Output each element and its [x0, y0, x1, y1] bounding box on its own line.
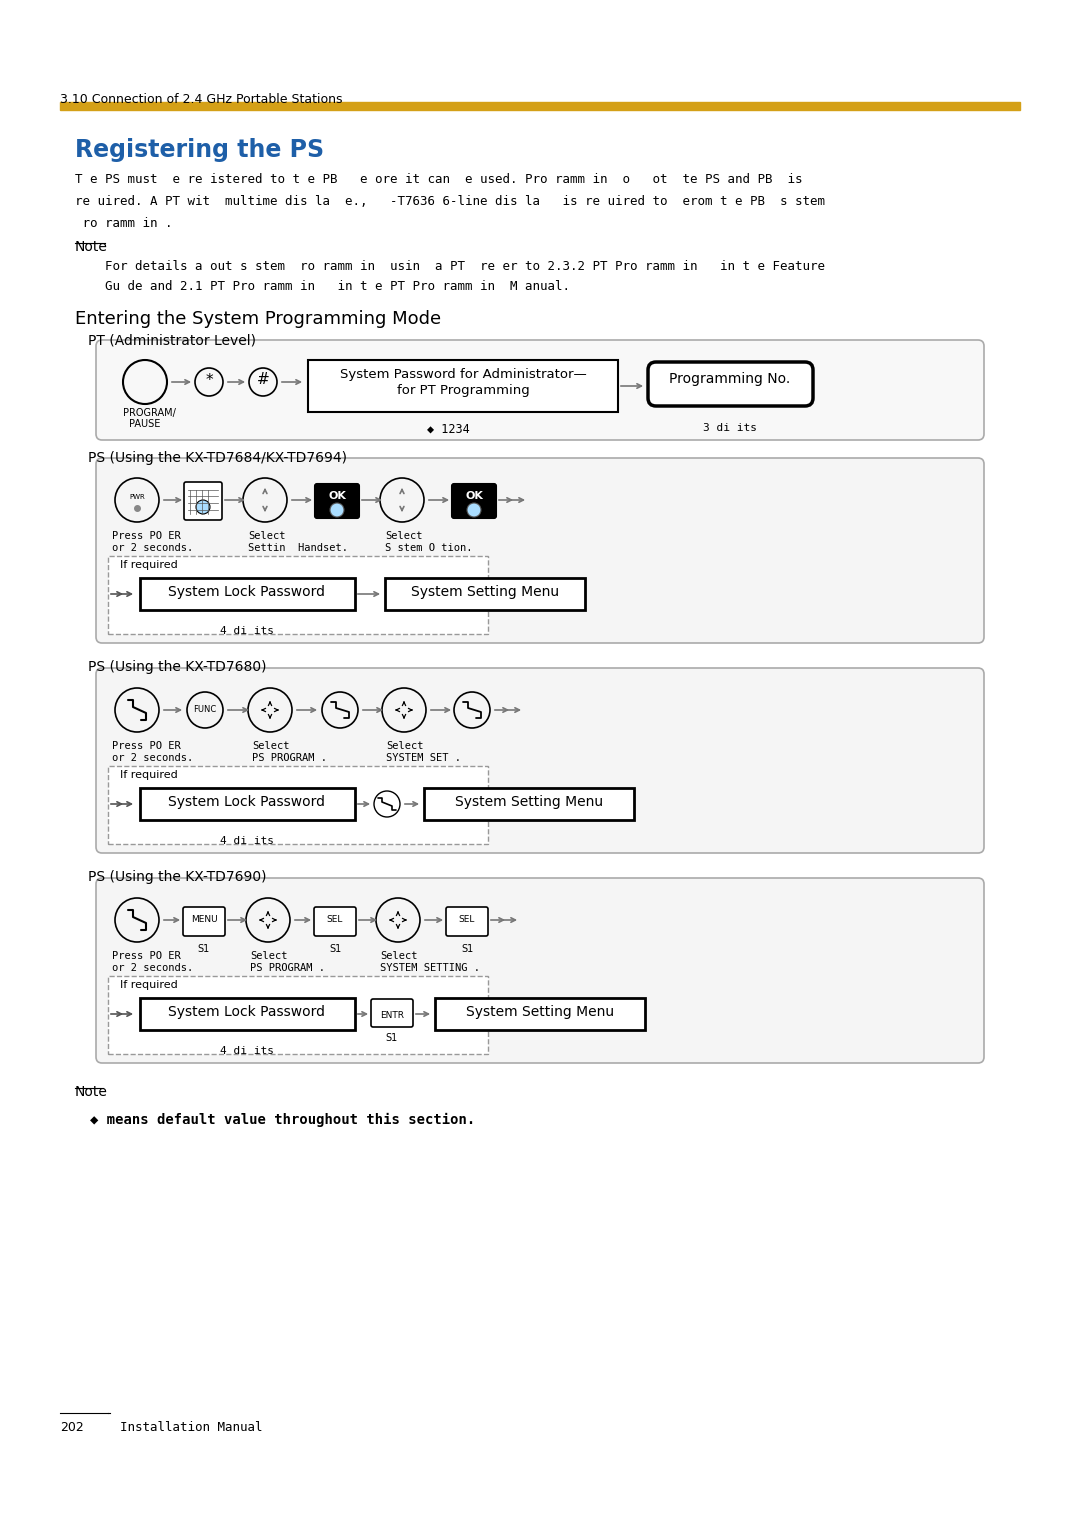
Bar — [424, 788, 634, 821]
Text: System Password for Administrator—: System Password for Administrator— — [339, 368, 586, 380]
Text: 4 di its: 4 di its — [220, 836, 274, 847]
Text: Note: Note — [75, 1085, 108, 1099]
Text: System Setting Menu: System Setting Menu — [455, 795, 603, 808]
Text: System Lock Password: System Lock Password — [168, 795, 325, 808]
Bar — [308, 361, 618, 413]
Circle shape — [330, 503, 345, 516]
Text: for PT Programming: for PT Programming — [396, 384, 529, 397]
Text: PS (Using the KX-TD7684/KX-TD7694): PS (Using the KX-TD7684/KX-TD7694) — [87, 451, 347, 465]
Text: Select: Select — [386, 741, 423, 750]
Text: System Lock Password: System Lock Password — [168, 1005, 325, 1019]
FancyBboxPatch shape — [184, 481, 222, 520]
Text: Select: Select — [249, 950, 287, 961]
Text: Select: Select — [252, 741, 289, 750]
Text: Gu de and 2.1 PT Pro ramm in   in t e PT Pro ramm in  M anual.: Gu de and 2.1 PT Pro ramm in in t e PT P… — [75, 280, 570, 293]
Text: System Lock Password: System Lock Password — [168, 585, 325, 599]
Text: SYSTEM SET .: SYSTEM SET . — [386, 753, 461, 762]
Text: or 2 seconds.: or 2 seconds. — [112, 542, 193, 553]
Text: FUNC: FUNC — [193, 704, 217, 714]
FancyBboxPatch shape — [96, 458, 984, 643]
Text: S1: S1 — [329, 944, 341, 953]
Text: Select: Select — [384, 532, 422, 541]
FancyBboxPatch shape — [372, 999, 413, 1027]
FancyBboxPatch shape — [96, 879, 984, 1063]
FancyBboxPatch shape — [96, 668, 984, 853]
Text: If required: If required — [120, 770, 178, 779]
Bar — [140, 578, 355, 610]
Text: Note: Note — [75, 240, 108, 254]
FancyBboxPatch shape — [315, 484, 359, 518]
FancyBboxPatch shape — [648, 362, 813, 406]
Text: ◆ means default value throughout this section.: ◆ means default value throughout this se… — [90, 1112, 475, 1128]
Text: System Setting Menu: System Setting Menu — [465, 1005, 615, 1019]
Text: Settin  Handset.: Settin Handset. — [248, 542, 348, 553]
Text: S1: S1 — [386, 1033, 399, 1044]
Text: PWR: PWR — [130, 494, 145, 500]
Text: PS (Using the KX-TD7680): PS (Using the KX-TD7680) — [87, 660, 267, 674]
FancyBboxPatch shape — [314, 908, 356, 937]
FancyBboxPatch shape — [446, 908, 488, 937]
FancyBboxPatch shape — [453, 484, 496, 518]
Text: Press PO ER: Press PO ER — [112, 532, 180, 541]
Text: Installation Manual: Installation Manual — [120, 1421, 262, 1433]
Text: 4 di its: 4 di its — [220, 1047, 274, 1056]
Text: ro ramm in .: ro ramm in . — [75, 217, 173, 231]
Bar — [108, 976, 488, 1054]
Text: #: # — [257, 373, 269, 388]
Text: PAUSE: PAUSE — [129, 419, 160, 429]
FancyBboxPatch shape — [183, 908, 225, 937]
Text: 3.10 Connection of 2.4 GHz Portable Stations: 3.10 Connection of 2.4 GHz Portable Stat… — [60, 93, 342, 105]
Text: For details a out s stem  ro ramm in  usin  a PT  re er to 2.3.2 PT Pro ramm in : For details a out s stem ro ramm in usin… — [75, 260, 825, 274]
Text: 4 di its: 4 di its — [220, 626, 274, 636]
Text: PT (Administrator Level): PT (Administrator Level) — [87, 333, 256, 347]
Bar — [140, 788, 355, 821]
Circle shape — [195, 500, 210, 513]
Text: 202: 202 — [60, 1421, 84, 1433]
Text: T e PS must  e re istered to t e PB   e ore it can  e used. Pro ramm in  o   ot : T e PS must e re istered to t e PB e ore… — [75, 173, 802, 186]
Text: re uired. A PT wit  multime dis la  e.,   -T7636 6-line dis la   is re uired to : re uired. A PT wit multime dis la e., -T… — [75, 196, 825, 208]
Text: OK: OK — [328, 490, 346, 501]
Text: System Setting Menu: System Setting Menu — [410, 585, 559, 599]
Bar — [108, 556, 488, 634]
Text: If required: If required — [120, 559, 178, 570]
Bar — [140, 998, 355, 1030]
Text: S1: S1 — [461, 944, 473, 953]
Text: If required: If required — [120, 979, 178, 990]
Text: Registering the PS: Registering the PS — [75, 138, 324, 162]
Text: PROGRAM/: PROGRAM/ — [123, 408, 176, 419]
Bar — [435, 998, 645, 1030]
Text: Press PO ER: Press PO ER — [112, 741, 180, 750]
FancyBboxPatch shape — [96, 341, 984, 440]
Text: or 2 seconds.: or 2 seconds. — [112, 963, 193, 973]
Text: ◆ 1234: ◆ 1234 — [427, 423, 470, 435]
Text: SYSTEM SETTING .: SYSTEM SETTING . — [380, 963, 480, 973]
Text: *: * — [205, 373, 213, 388]
Text: SEL: SEL — [459, 914, 475, 923]
Text: PS (Using the KX-TD7690): PS (Using the KX-TD7690) — [87, 869, 267, 885]
Text: PS PROGRAM .: PS PROGRAM . — [252, 753, 327, 762]
Text: Select: Select — [380, 950, 418, 961]
Text: ENTR: ENTR — [380, 1010, 404, 1019]
Text: PS PROGRAM .: PS PROGRAM . — [249, 963, 325, 973]
Circle shape — [467, 503, 481, 516]
Text: S1: S1 — [198, 944, 211, 953]
Text: 3 di its: 3 di its — [703, 423, 757, 432]
Bar — [108, 766, 488, 843]
Text: S stem O tion.: S stem O tion. — [384, 542, 473, 553]
Text: MENU: MENU — [191, 914, 217, 923]
Text: OK: OK — [465, 490, 483, 501]
Text: Programming No.: Programming No. — [670, 371, 791, 387]
Text: Press PO ER: Press PO ER — [112, 950, 180, 961]
Text: SEL: SEL — [327, 914, 343, 923]
Bar — [60, 102, 1020, 110]
Text: Entering the System Programming Mode: Entering the System Programming Mode — [75, 310, 441, 329]
Text: or 2 seconds.: or 2 seconds. — [112, 753, 193, 762]
Text: Select: Select — [248, 532, 285, 541]
Bar — [384, 578, 585, 610]
